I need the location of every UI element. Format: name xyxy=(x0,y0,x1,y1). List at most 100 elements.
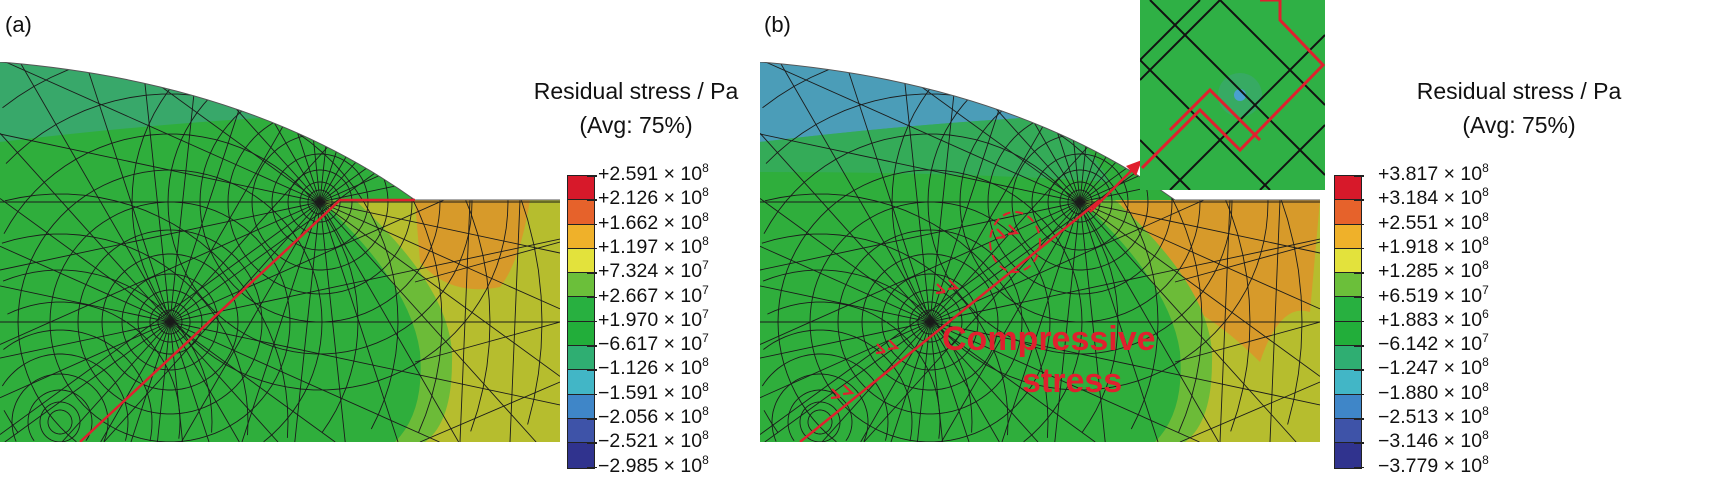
panel-b-contour-plot xyxy=(760,62,1320,442)
legend-value: +6.519 × 107 xyxy=(1378,280,1489,306)
mesh-line xyxy=(1001,201,1081,442)
mesh-line xyxy=(760,201,1081,435)
mesh-line xyxy=(929,321,1200,442)
mesh xyxy=(760,62,1320,442)
legend-mantissa: +1.970 × 10 xyxy=(598,308,703,331)
legend-mantissa: +3.184 × 10 xyxy=(1378,187,1483,210)
mesh-line xyxy=(61,321,171,442)
colorbar-tick xyxy=(1354,175,1364,177)
mesh-line xyxy=(103,421,109,442)
mesh-line xyxy=(1140,59,1271,190)
mesh-line xyxy=(1,233,249,423)
legend-exponent: 8 xyxy=(702,355,709,370)
legend-exponent: 7 xyxy=(702,258,709,273)
mesh-line xyxy=(845,62,931,323)
legend-exponent: 8 xyxy=(1482,258,1489,273)
colorbar-tick xyxy=(587,345,597,347)
mesh-line xyxy=(929,321,1039,442)
mesh-line xyxy=(1081,321,1119,433)
colorbar-tick xyxy=(587,223,597,226)
mesh-line xyxy=(414,321,560,363)
mesh-line xyxy=(414,241,560,283)
load-path-line xyxy=(79,198,415,442)
inset-red-path xyxy=(1140,0,1325,170)
mesh-line xyxy=(1179,381,1320,442)
mesh-line xyxy=(763,133,1119,323)
mesh-line xyxy=(777,169,1083,442)
mesh-line xyxy=(1140,0,1201,61)
contour-group xyxy=(0,62,560,442)
mesh-line xyxy=(1079,201,1219,442)
mesh-line xyxy=(319,201,399,442)
legend-exponent: 7 xyxy=(702,331,709,346)
colorbar-tick xyxy=(587,393,597,396)
annotation-compressive: Compressive xyxy=(942,320,1156,358)
legend-value: −6.142 × 107 xyxy=(1378,328,1489,354)
legend-value: −1.247 × 108 xyxy=(1378,352,1489,378)
mesh-line xyxy=(916,321,931,442)
colorbar-band xyxy=(1335,176,1361,201)
mesh-line xyxy=(319,201,560,254)
colorbar-band xyxy=(1335,224,1361,249)
mesh-line xyxy=(85,62,171,323)
mesh-line xyxy=(929,321,1096,442)
mesh-line xyxy=(929,321,970,442)
colorbar-band xyxy=(568,297,594,322)
inset-mesh xyxy=(1140,0,1325,190)
contour-group xyxy=(760,62,1320,442)
legend-exponent: 8 xyxy=(1482,209,1489,224)
colorbar-band xyxy=(1335,370,1361,395)
colorbar-tick xyxy=(587,418,597,420)
mesh-line xyxy=(1079,201,1106,442)
colorbar-tick xyxy=(587,442,597,444)
mesh-line xyxy=(17,169,323,442)
mesh-line xyxy=(765,62,1081,203)
mesh-line xyxy=(1079,201,1320,377)
mesh-line xyxy=(319,201,459,442)
mesh-line xyxy=(0,321,171,399)
legend-mantissa: −3.779 × 10 xyxy=(1378,454,1483,477)
legend-mantissa: −1.880 × 10 xyxy=(1378,381,1483,404)
legend-exponent: 8 xyxy=(1482,428,1489,443)
colorbar-tick xyxy=(587,369,597,371)
mesh-line xyxy=(4,321,171,442)
colorbar-tick xyxy=(587,466,597,469)
mesh-line xyxy=(419,381,560,442)
mesh-line xyxy=(1079,201,1297,442)
mesh-line xyxy=(319,201,537,442)
mesh-line xyxy=(787,389,853,442)
legend-value: −2.056 × 108 xyxy=(598,401,709,427)
mesh-line xyxy=(3,410,19,433)
mesh-line xyxy=(319,201,560,377)
mesh-line xyxy=(0,133,321,203)
legend-exponent: 8 xyxy=(702,404,709,418)
mesh-line xyxy=(1230,321,1251,432)
colorbar-tick xyxy=(587,247,597,250)
colorbar-band xyxy=(568,224,594,249)
region-top xyxy=(0,62,280,142)
legend-value: −2.521 × 108 xyxy=(598,425,709,451)
load-path-line xyxy=(799,199,1101,442)
mesh-line xyxy=(169,62,198,323)
colorbar-tick xyxy=(587,175,597,177)
legend-value: +2.126 × 108 xyxy=(598,182,709,208)
legend-mantissa: +1.285 × 10 xyxy=(1378,260,1483,283)
legend-subtitle: (Avg: 75%) xyxy=(1462,112,1576,138)
mesh-line xyxy=(5,62,321,203)
mesh-line xyxy=(891,62,1269,391)
colorbar-band xyxy=(568,200,594,225)
mesh-line xyxy=(764,321,931,442)
mesh-line xyxy=(0,201,321,435)
panel-a-contour-plot xyxy=(0,62,560,442)
legend-mantissa: +2.551 × 10 xyxy=(1378,211,1483,234)
mesh-line xyxy=(1079,201,1320,254)
legend-exponent: 8 xyxy=(1482,355,1489,370)
arrowhead-icon xyxy=(1126,160,1142,176)
mesh-line xyxy=(860,321,931,442)
legend-mantissa: −1.247 × 10 xyxy=(1378,357,1483,380)
colorbar-band xyxy=(568,443,594,468)
colorbar-tick xyxy=(587,296,597,298)
mesh-line xyxy=(169,321,184,442)
legend-value: −1.880 × 108 xyxy=(1378,377,1489,403)
mesh-line xyxy=(1219,199,1231,442)
